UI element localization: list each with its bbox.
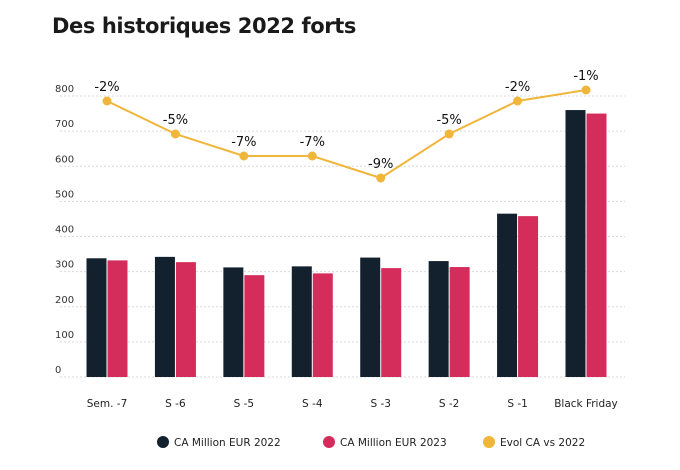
bar-2022 xyxy=(565,110,586,378)
y-tick-label: 200 xyxy=(55,295,74,306)
bar-2023 xyxy=(312,273,333,377)
bar-2022 xyxy=(291,266,312,377)
y-tick-label: 100 xyxy=(55,330,74,341)
bar-2022 xyxy=(154,256,175,377)
bar-2022 xyxy=(428,261,449,377)
grid-layer xyxy=(60,95,625,378)
bar-2023 xyxy=(381,268,402,377)
evol-data-label: -1% xyxy=(573,69,598,84)
y-tick-label: 400 xyxy=(55,225,74,236)
evol-data-label: -7% xyxy=(300,135,325,150)
chart-title: Des historiques 2022 forts xyxy=(52,14,357,38)
evol-point xyxy=(513,96,523,106)
evol-data-label: -7% xyxy=(231,135,256,150)
evol-data-label: -2% xyxy=(94,80,119,95)
bar-2023 xyxy=(518,216,539,377)
x-category-label: S -1 xyxy=(507,398,527,410)
x-category-label: Black Friday xyxy=(554,398,618,410)
legend-label: CA Million EUR 2023 xyxy=(340,437,447,449)
y-tick-label: 500 xyxy=(55,189,74,200)
evol-point xyxy=(239,151,249,161)
bar-2023 xyxy=(175,262,196,377)
bar-2022 xyxy=(223,267,244,377)
y-tick-label: 300 xyxy=(55,260,74,271)
x-category-label: S -5 xyxy=(234,398,254,410)
evol-point xyxy=(102,96,112,106)
legend-label: CA Million EUR 2022 xyxy=(174,437,281,449)
x-category-label: S -2 xyxy=(439,398,459,410)
y-tick-label: 0 xyxy=(55,365,61,376)
y-axis-ticks: 0 100 200 300 400 500 600 700 800 xyxy=(55,84,74,376)
evol-point xyxy=(307,151,317,161)
evol-point xyxy=(581,85,591,95)
legend: CA Million EUR 2022 CA Million EUR 2023 Ev… xyxy=(157,436,585,449)
evol-point xyxy=(170,129,180,139)
evol-data-label: -2% xyxy=(505,80,530,95)
bar-2022 xyxy=(86,258,107,377)
evol-point xyxy=(376,173,386,183)
evol-data-label: -9% xyxy=(368,157,393,172)
x-category-label: S -3 xyxy=(370,398,390,410)
evol-line xyxy=(106,89,587,180)
legend-marker xyxy=(323,436,335,448)
y-tick-label: 800 xyxy=(55,84,74,95)
y-tick-label: 600 xyxy=(55,154,74,165)
bar-2022 xyxy=(497,213,518,377)
legend-marker xyxy=(483,436,495,448)
legend-marker xyxy=(157,436,169,448)
bar-2023 xyxy=(586,113,607,377)
evol-data-label: -5% xyxy=(436,113,461,128)
bar-2023 xyxy=(244,275,265,377)
evol-point xyxy=(444,129,454,139)
evol-data-label: -5% xyxy=(163,113,188,128)
x-category-label: S -6 xyxy=(165,398,186,410)
x-axis-labels: Sem. -7 S -6 S -5 S -4 S -3 S -2 S -1 Black Fri… xyxy=(87,398,618,410)
x-category-label: S -4 xyxy=(302,398,323,410)
line-layer: -2% -5% -7% -7% -9% -5% -2% -1% xyxy=(94,69,599,183)
bar-2023 xyxy=(107,260,128,377)
x-category-label: Sem. -7 xyxy=(87,398,128,410)
bar-2023 xyxy=(449,267,470,377)
y-tick-label: 700 xyxy=(55,119,74,130)
bar-layer xyxy=(86,110,607,378)
legend-label: Evol CA vs 2022 xyxy=(500,437,585,449)
bar-2022 xyxy=(360,257,381,377)
